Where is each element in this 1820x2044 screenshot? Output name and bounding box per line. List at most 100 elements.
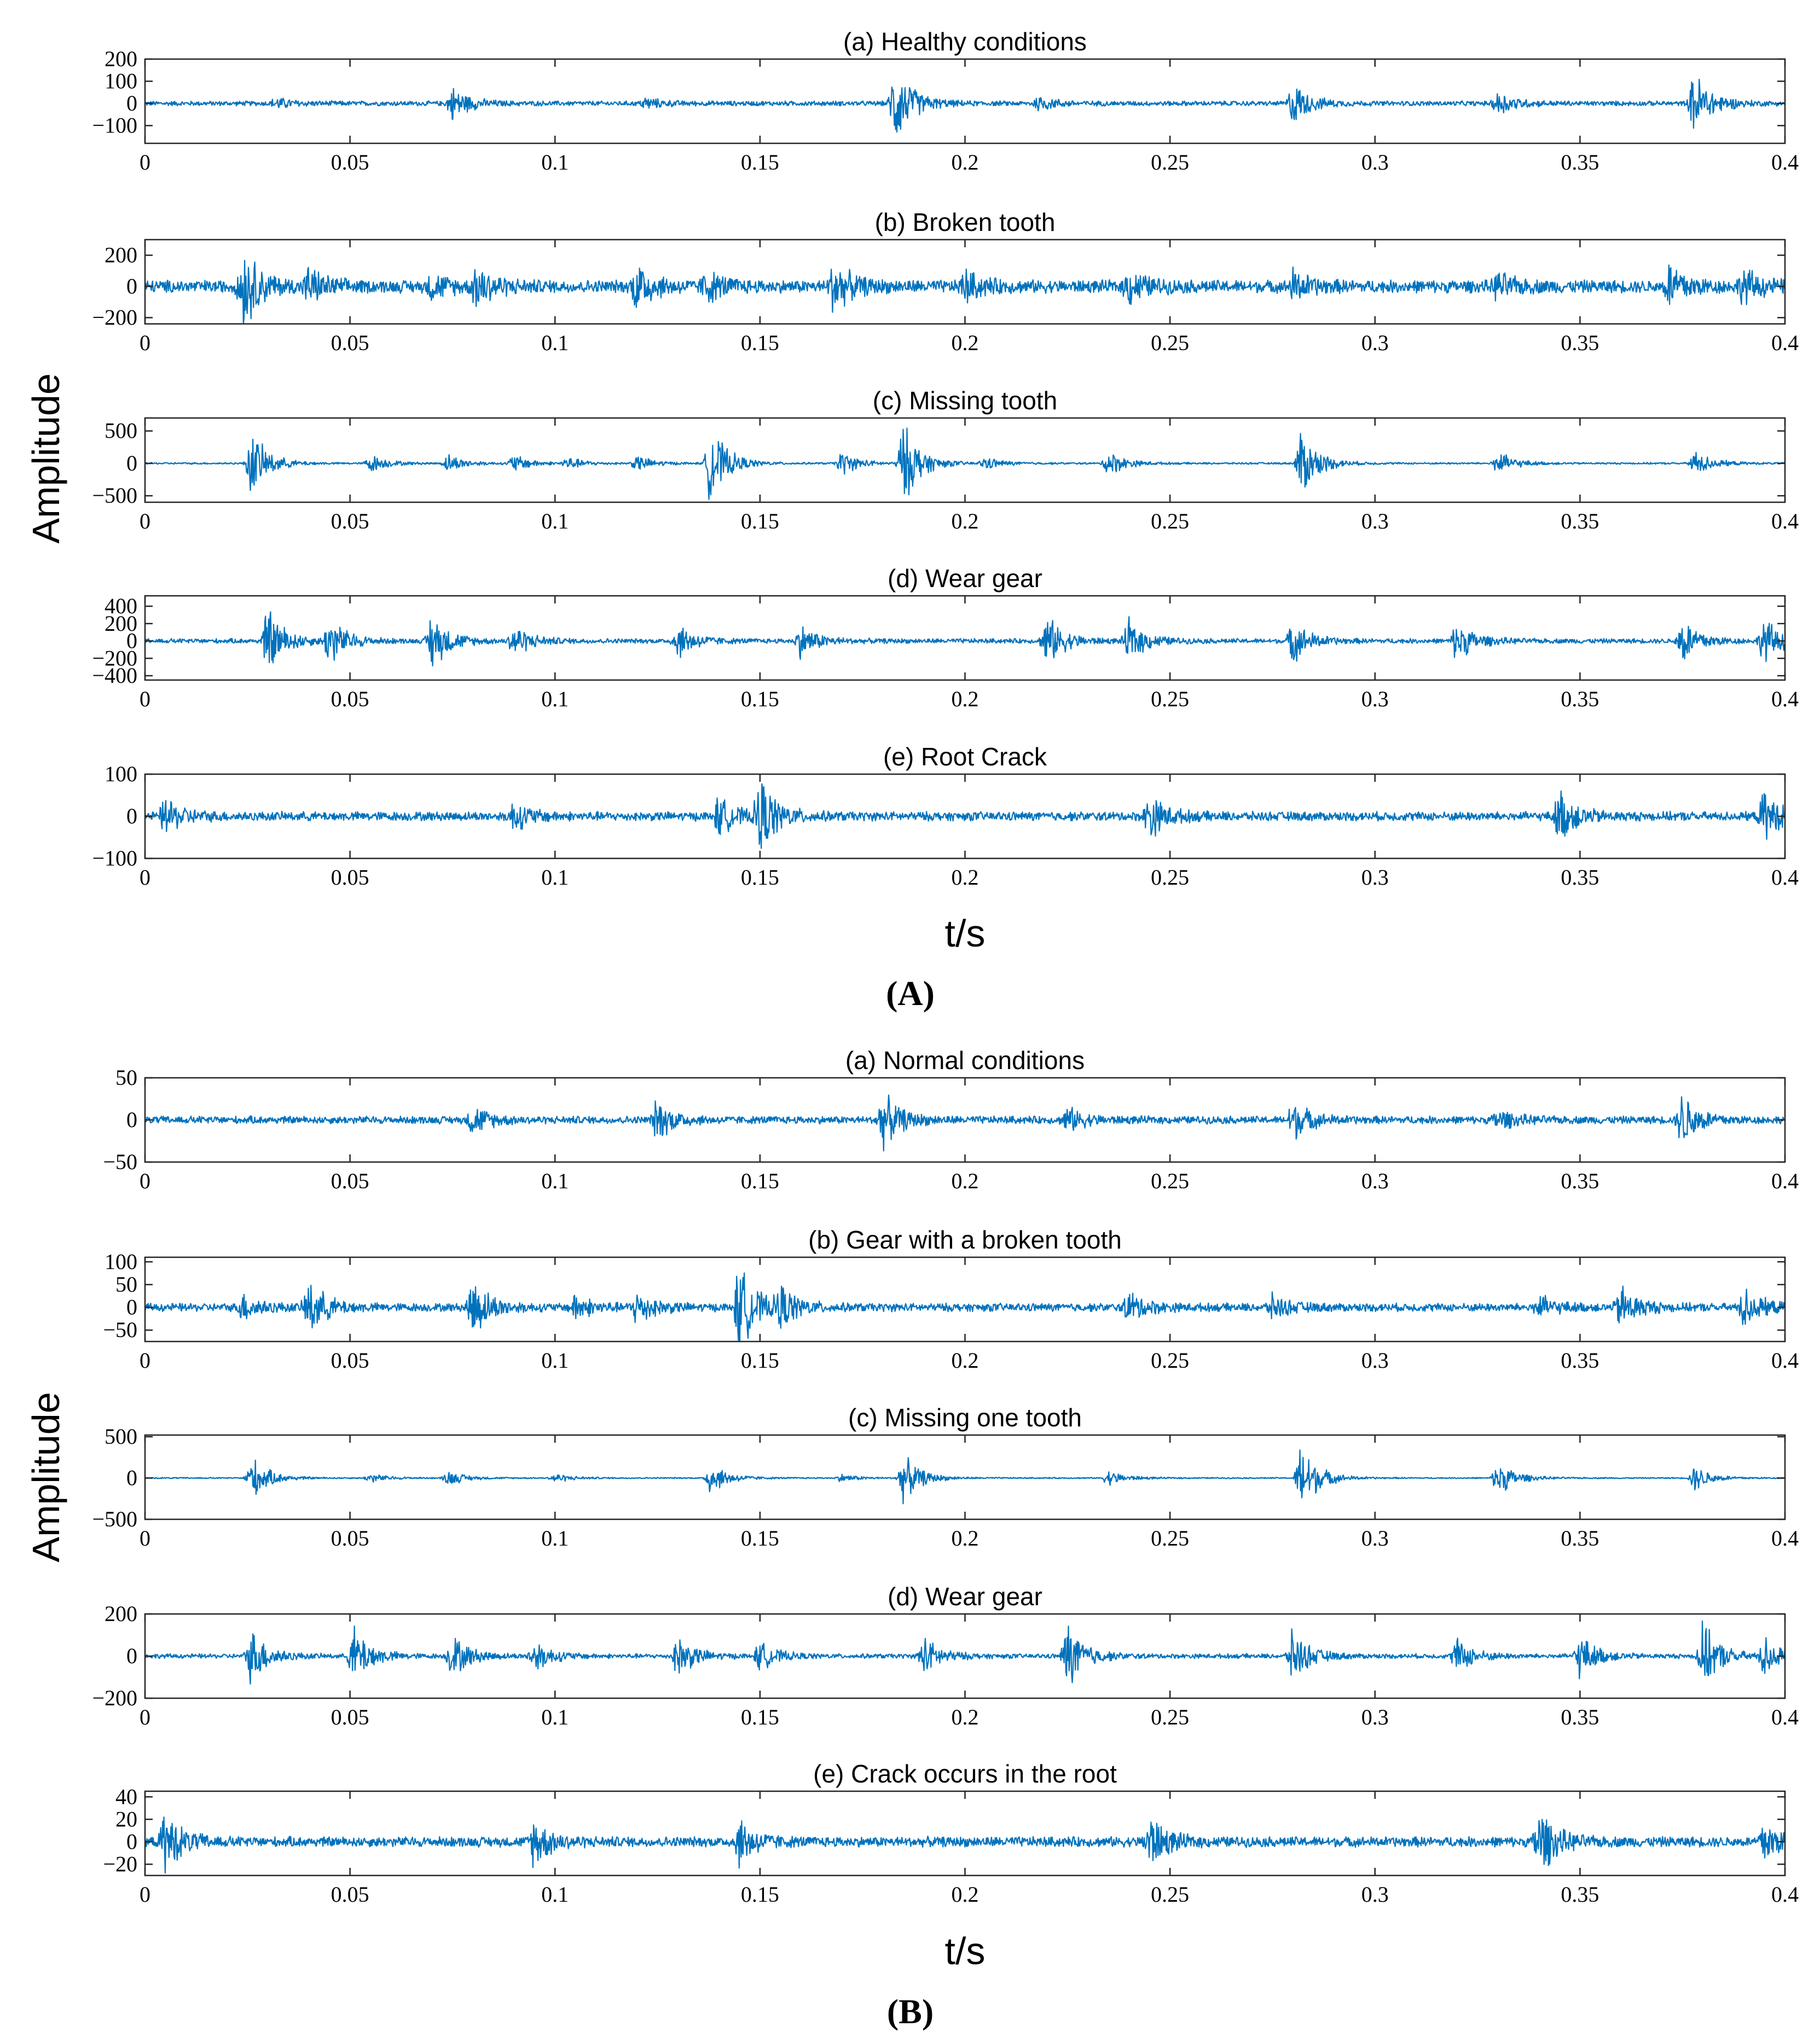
signal-trace [144,783,1786,849]
x-tick-label: 0.35 [1561,1169,1599,1193]
x-tick-label: 0.2 [952,1882,979,1907]
x-tick-label: 0 [140,1169,150,1193]
x-tick-label: 0.15 [741,1169,779,1193]
x-tick-label: 0.25 [1151,1526,1189,1551]
panel-label: (B) [887,1992,934,2031]
x-tick-label: 0.25 [1151,1705,1189,1729]
x-tick-label: 0.1 [541,1705,569,1729]
y-axis-label: Amplitude [25,373,67,543]
x-tick-label: 0.2 [952,150,979,175]
x-tick-label: 0.4 [1771,330,1799,355]
y-tick-label: −200 [92,1686,137,1710]
x-tick-label: 0.2 [952,1705,979,1729]
x-tick-label: 0.15 [741,687,779,711]
x-tick-label: 0.05 [331,1169,369,1193]
x-tick-label: 0.1 [541,1526,569,1551]
subplot-title: (a) Normal conditions [845,1046,1085,1075]
x-tick-label: 0.35 [1561,150,1599,175]
y-tick-label: 400 [105,594,137,618]
x-tick-label: 0.2 [952,687,979,711]
x-tick-label: 0.3 [1361,865,1389,890]
y-tick-label: 0 [126,1107,137,1132]
x-tick-label: 0.3 [1361,687,1389,711]
y-tick-label: 500 [105,419,137,443]
x-tick-label: 0.1 [541,687,569,711]
x-tick-label: 0 [140,1526,150,1551]
x-tick-label: 0.05 [331,687,369,711]
x-tick-label: 0.4 [1771,1526,1799,1551]
signal-trace [144,1620,1786,1685]
x-tick-label: 0.15 [741,1705,779,1729]
x-tick-label: 0.15 [741,1526,779,1551]
x-tick-label: 0.35 [1561,865,1599,890]
y-tick-label: 0 [126,451,137,475]
y-tick-label: 200 [105,243,137,268]
x-tick-label: 0 [140,1705,150,1729]
y-tick-label: 100 [105,762,137,786]
x-tick-label: 0.25 [1151,1169,1189,1193]
signal-trace [144,427,1786,500]
x-tick-label: 0.35 [1561,509,1599,533]
x-tick-label: 0.25 [1151,865,1189,890]
x-tick-label: 0.3 [1361,1348,1389,1373]
x-tick-label: 0 [140,865,150,890]
x-tick-label: 0.2 [952,330,979,355]
x-tick-label: 0.4 [1771,509,1799,533]
x-tick-label: 0.3 [1361,1169,1389,1193]
x-tick-label: 0.05 [331,509,369,533]
axes-frame [144,239,1786,325]
axes-frame [144,58,1786,144]
x-tick-label: 0.35 [1561,1526,1599,1551]
x-tick-label: 0.25 [1151,509,1189,533]
x-tick-label: 0.4 [1771,1169,1799,1193]
subplot-title: (d) Wear gear [888,1582,1042,1611]
signal-trace [144,1816,1786,1874]
x-tick-label: 0 [140,509,150,533]
x-tick-label: 0.25 [1151,1348,1189,1373]
y-tick-label: 0 [126,274,137,299]
x-tick-label: 0.2 [952,1169,979,1193]
x-axis-label: t/s [945,912,986,955]
x-tick-label: 0.1 [541,1882,569,1907]
x-tick-label: 0.1 [541,1348,569,1373]
x-tick-label: 0.4 [1771,865,1799,890]
signal-trace [144,1272,1786,1343]
x-tick-label: 0.4 [1771,687,1799,711]
x-tick-label: 0.35 [1561,1348,1599,1373]
y-tick-label: −50 [103,1149,137,1174]
subplot-title: (d) Wear gear [888,564,1042,593]
axes-frame [144,595,1786,681]
y-tick-label: −500 [92,1507,137,1531]
x-tick-label: 0.2 [952,1526,979,1551]
y-tick-label: 0 [126,804,137,828]
x-tick-label: 0.35 [1561,687,1599,711]
x-tick-label: 0.1 [541,150,569,175]
x-tick-label: 0.15 [741,1348,779,1373]
y-axis-label: Amplitude [25,1392,67,1562]
y-tick-label: −200 [92,305,137,330]
y-tick-label: −400 [92,663,137,688]
x-tick-label: 0.35 [1561,1705,1599,1729]
signal-trace [144,260,1786,325]
x-tick-label: 0.1 [541,509,569,533]
x-tick-label: 0.35 [1561,330,1599,355]
x-axis-label: t/s [945,1930,986,1972]
y-tick-label: −200 [92,646,137,670]
x-tick-label: 0.25 [1151,150,1189,175]
y-tick-label: 200 [105,611,137,636]
y-tick-label: 50 [115,1272,137,1297]
y-tick-label: 100 [105,1249,137,1274]
y-tick-label: 0 [126,1829,137,1854]
panel-label: (A) [886,974,935,1013]
y-tick-label: 0 [126,1295,137,1320]
x-tick-label: 0.3 [1361,330,1389,355]
x-tick-label: 0.05 [331,1526,369,1551]
y-tick-label: 100 [105,69,137,94]
y-tick-label: 200 [105,1601,137,1626]
x-tick-label: 0.05 [331,865,369,890]
signal-trace [144,1094,1786,1152]
x-tick-label: 0 [140,687,150,711]
y-tick-label: −20 [103,1851,137,1876]
x-tick-label: 0.15 [741,150,779,175]
